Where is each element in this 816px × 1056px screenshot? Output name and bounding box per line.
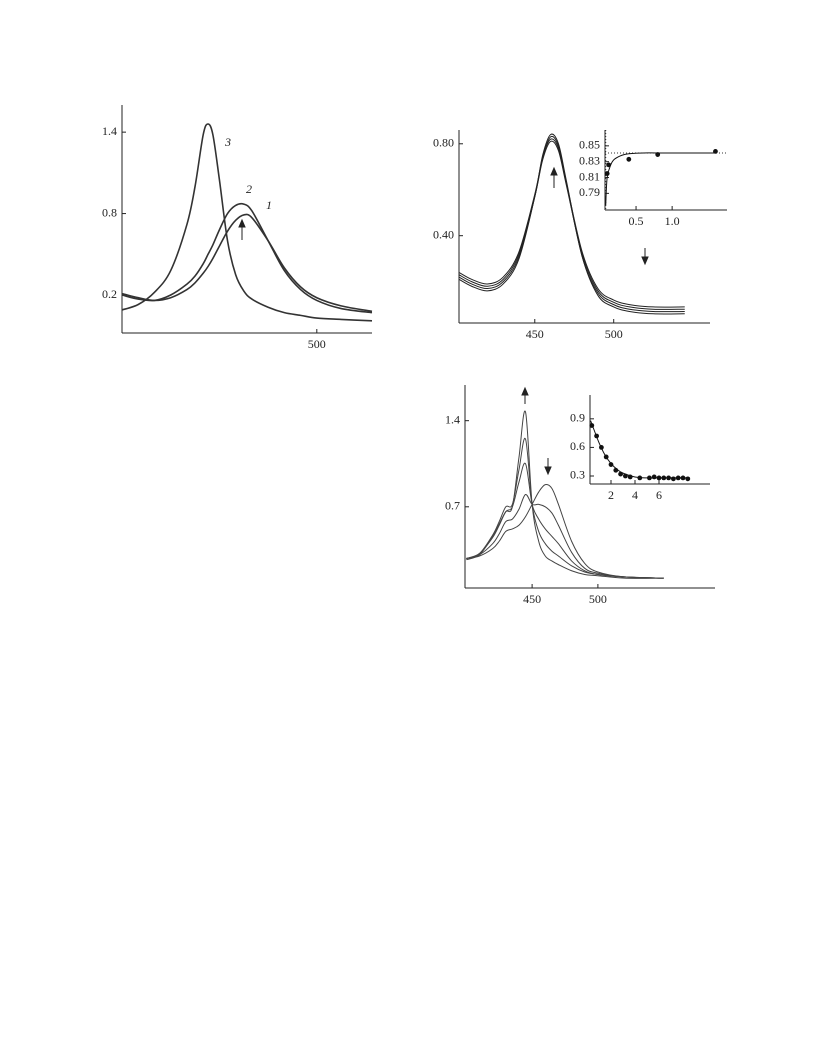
chart: 0.9 0.6 0.3 2 4 6 xyxy=(570,395,710,502)
arrow-head xyxy=(238,218,246,228)
chart: 0.850.83 0.81 0.79 0.5 1.0 xyxy=(579,130,727,228)
spectrum-line xyxy=(466,484,664,579)
x-tick-label: 6 xyxy=(656,488,662,502)
y-tick-label: 0.7 xyxy=(445,499,460,513)
spectrum-line xyxy=(121,202,373,314)
chart: 1.4 0.8 0.2 500 3 21 xyxy=(102,105,373,351)
curve-label: 2 xyxy=(246,182,252,196)
data-point xyxy=(626,156,632,162)
data-point xyxy=(651,474,657,480)
spectrum-line xyxy=(458,138,685,308)
arrow-head xyxy=(521,386,529,396)
y-tick-label: 0.6 xyxy=(570,439,585,453)
y-tick-label: 1.4 xyxy=(445,412,460,426)
spectrum-line xyxy=(590,420,689,479)
y-tick-label: 0.83 xyxy=(579,153,600,167)
spectrum-line xyxy=(121,213,373,313)
spectrum-line xyxy=(466,462,664,579)
x-tick-label: 500 xyxy=(308,337,326,351)
arrow-head xyxy=(550,166,558,176)
arrow-head xyxy=(544,466,552,476)
spectrum-line xyxy=(121,123,373,322)
x-tick-label: 500 xyxy=(605,327,623,341)
x-tick-label: 500 xyxy=(589,592,607,606)
y-tick-label: 0.85 xyxy=(579,138,600,152)
data-point xyxy=(671,476,676,482)
spectrum-line xyxy=(466,437,664,579)
x-tick-label: 1.0 xyxy=(665,214,680,228)
x-tick-label: 4 xyxy=(632,488,638,502)
y-tick-label: 0.9 xyxy=(570,411,585,425)
spectrum-line xyxy=(466,494,664,579)
y-tick-label: 0.3 xyxy=(570,468,585,482)
chart: 1.4 0.7 450 500 xyxy=(445,385,715,606)
x-tick-label: 450 xyxy=(523,592,541,606)
curve-label: 3 xyxy=(224,135,231,149)
arrow-head xyxy=(641,256,649,266)
data-point xyxy=(685,476,691,482)
curve-label: 1 xyxy=(266,198,272,212)
y-tick-label: 0.80 xyxy=(433,136,454,150)
y-tick-label: 0.8 xyxy=(102,205,117,219)
y-tick-label: 0.2 xyxy=(102,287,117,301)
x-tick-label: 450 xyxy=(526,327,544,341)
spectrum-line xyxy=(458,140,685,310)
spectrum-line xyxy=(458,133,685,315)
y-tick-label: 1.4 xyxy=(102,124,117,138)
y-tick-label: 0.40 xyxy=(433,227,454,241)
x-tick-label: 2 xyxy=(608,488,614,502)
x-tick-label: 0.5 xyxy=(629,214,644,228)
spectrum-line xyxy=(458,135,685,313)
spectrum-line xyxy=(466,410,664,579)
arrows xyxy=(238,166,649,476)
chart: 0.80 0.40 450 500 xyxy=(433,130,710,341)
spectrum-line xyxy=(605,152,716,206)
data-point xyxy=(608,462,614,467)
y-tick-label: 0.81 xyxy=(579,169,600,183)
y-tick-label: 0.79 xyxy=(579,185,600,199)
